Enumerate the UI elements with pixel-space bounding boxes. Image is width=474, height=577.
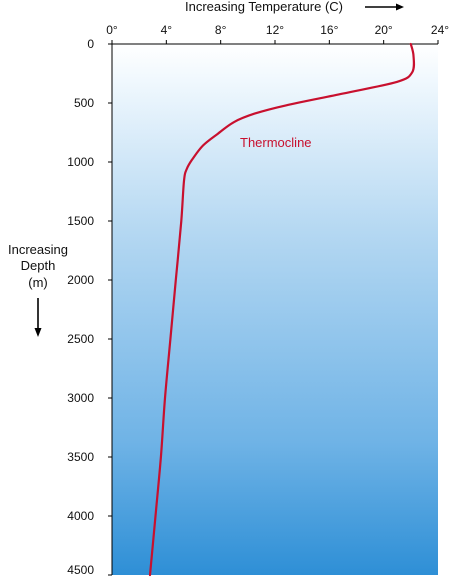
y-axis-label-line-3: (m) <box>28 275 48 290</box>
x-tick-label: 12° <box>266 23 284 37</box>
x-tick-label: 4° <box>161 23 173 37</box>
y-tick-label: 0 <box>87 37 94 51</box>
x-direction-arrow-head <box>396 3 404 11</box>
y-tick-label: 1500 <box>67 214 94 228</box>
y-tick-label: 3500 <box>67 450 94 464</box>
x-tick-label: 24° <box>431 23 449 37</box>
x-axis: 0° 4° 8° 12° 16° 20° 24° <box>106 23 449 44</box>
y-tick-label: 3000 <box>67 391 94 405</box>
y-axis: 0 500 1000 1500 2000 2500 3000 3500 4000 4500 <box>67 37 112 577</box>
x-tick-label: 8° <box>215 23 227 37</box>
y-tick-label: 2000 <box>67 273 94 287</box>
thermocline-annotation: Thermocline <box>240 135 312 150</box>
y-tick-label: 4500 <box>67 563 94 577</box>
y-axis-label-line-1: Increasing <box>8 242 68 257</box>
x-tick-label: 0° <box>106 23 118 37</box>
y-tick-label: 2500 <box>67 332 94 346</box>
chart-title: Increasing Temperature (C) <box>185 0 343 14</box>
x-tick-label: 16° <box>320 23 338 37</box>
y-tick-label: 500 <box>74 96 94 110</box>
temperature-profile-line <box>148 42 416 577</box>
y-direction-arrow-head <box>34 328 42 337</box>
y-tick-label: 4000 <box>67 509 94 523</box>
y-axis-label-line-2: Depth <box>21 258 56 273</box>
y-tick-label: 1000 <box>67 155 94 169</box>
x-tick-label: 20° <box>375 23 393 37</box>
plot-background <box>112 44 438 575</box>
